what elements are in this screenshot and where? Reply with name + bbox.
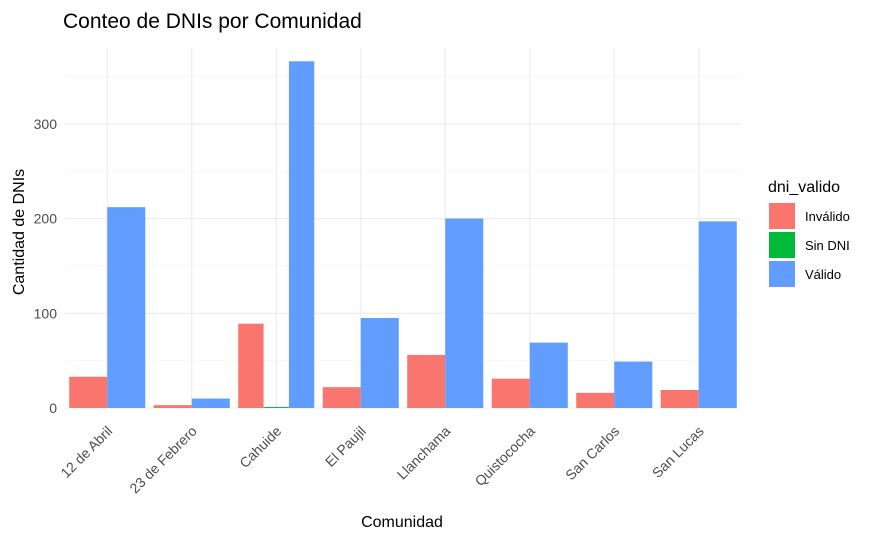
y-axis-ticks: 0 100 200 300: [34, 116, 58, 416]
bar-san-lucas-inválido: [660, 390, 699, 408]
bar-san-lucas-válido: [698, 221, 737, 408]
x-tick-label: San Lucas: [649, 423, 707, 481]
bar-quistococha-válido: [529, 342, 568, 408]
x-tick-label: Llanchama: [394, 423, 454, 483]
bar-el-paujil-inválido: [322, 387, 361, 408]
y-tick-label: 100: [34, 305, 58, 321]
y-tick-label: 300: [34, 116, 58, 132]
bar-el-paujil-válido: [360, 318, 399, 408]
bar-cahuide-sin-dni: [263, 407, 289, 408]
legend-swatch: [769, 203, 795, 229]
x-tick-label: Cahuide: [236, 423, 284, 471]
grid: [65, 48, 741, 409]
legend: dni_valido Inválido Sin DNI Válido: [768, 179, 850, 287]
y-tick-label: 0: [49, 400, 57, 416]
legend-swatch: [769, 261, 795, 287]
x-tick-label: 12 de Abril: [57, 423, 115, 481]
x-tick-label: 23 de Febrero: [126, 423, 200, 497]
bar-llanchama-inválido: [407, 354, 446, 408]
chart-title: Conteo de DNIs por Comunidad: [63, 10, 362, 33]
bar-cahuide-válido: [288, 61, 315, 409]
y-axis-title: Cantidad de DNIs: [11, 169, 28, 295]
bar-quistococha-inválido: [491, 378, 530, 408]
bar-san-carlos-inválido: [576, 392, 615, 408]
x-tick-label: Quistococha: [472, 423, 538, 489]
bar-llanchama-válido: [445, 218, 484, 408]
bar-23-de-febrero-inválido: [153, 405, 192, 408]
bars: [69, 61, 737, 409]
bar-12-de-abril-inválido: [69, 376, 108, 408]
legend-swatch: [769, 232, 795, 258]
bar-cahuide-inválido: [238, 323, 264, 408]
y-tick-label: 200: [34, 211, 58, 227]
legend-label: Sin DNI: [805, 238, 850, 253]
bar-12-de-abril-válido: [107, 207, 146, 408]
x-axis-ticks: 12 de Abril 23 de Febrero Cahuide El Paujil…: [57, 423, 707, 497]
legend-label: Válido: [805, 267, 841, 282]
bar-san-carlos-válido: [614, 361, 653, 408]
x-tick-label: San Carlos: [562, 423, 622, 483]
x-axis-title: Comunidad: [361, 514, 443, 531]
legend-label: Inválido: [805, 209, 850, 224]
x-tick-label: El Paujil: [322, 423, 369, 470]
legend-title: dni_valido: [768, 179, 840, 196]
bar-23-de-febrero-válido: [191, 398, 230, 408]
